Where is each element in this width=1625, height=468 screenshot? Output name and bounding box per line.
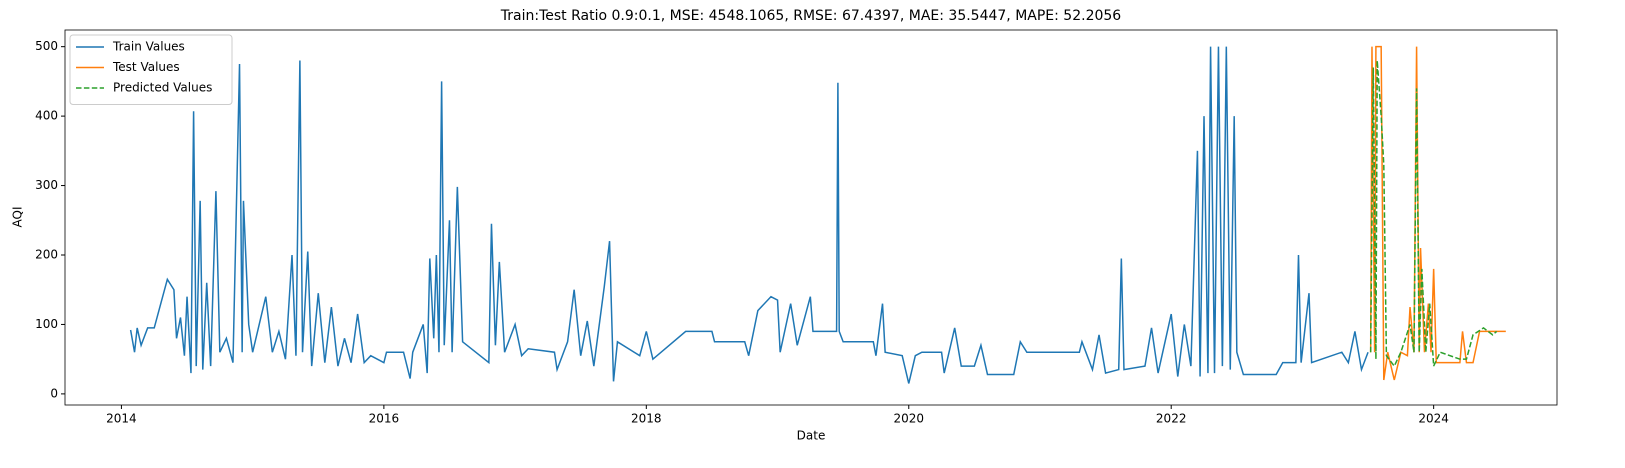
y-tick-label: 0 <box>50 386 58 400</box>
legend-box <box>69 34 233 105</box>
x-tick-label: 2024 <box>1418 412 1449 426</box>
x-tick-label: 2020 <box>893 412 924 426</box>
legend-label: Predicted Values <box>113 81 212 95</box>
y-tick-label: 200 <box>35 248 58 262</box>
legend-label: Train Values <box>112 40 185 54</box>
legend-label: Test Values <box>112 60 180 74</box>
chart-title: Train:Test Ratio 0.9:0.1, MSE: 4548.1065… <box>500 8 1122 24</box>
x-tick-label: 2014 <box>106 412 137 426</box>
x-tick-label: 2016 <box>369 412 400 426</box>
plot-frame <box>64 29 1558 406</box>
x-tick-label: 2018 <box>631 412 662 426</box>
y-tick-label: 100 <box>35 317 58 331</box>
y-axis-label: AQI <box>11 207 25 228</box>
y-tick-label: 400 <box>35 109 58 123</box>
series-line <box>129 46 1369 384</box>
y-tick-label: 300 <box>35 178 58 192</box>
series-line <box>1369 60 1498 368</box>
y-tick-label: 500 <box>35 39 58 53</box>
series-line <box>1369 45 1506 381</box>
x-axis-label: Date <box>797 429 826 443</box>
x-tick-label: 2022 <box>1156 412 1187 426</box>
